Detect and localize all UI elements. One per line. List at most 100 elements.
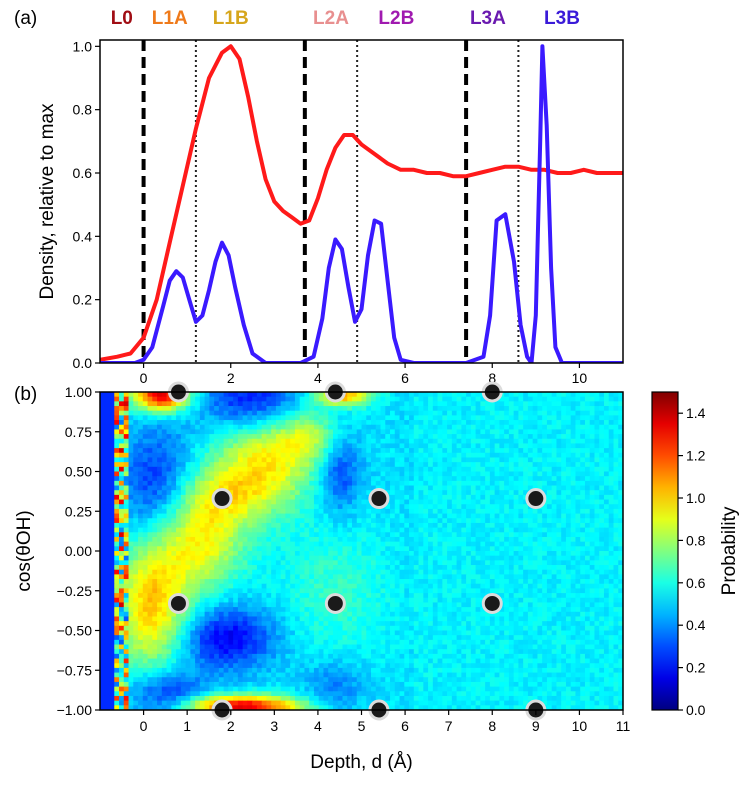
heatmap-cell: [214, 569, 220, 575]
heatmap-cell: [242, 485, 248, 491]
heatmap-cell: [584, 406, 591, 412]
heatmap-cell: [109, 415, 115, 421]
heatmap-cell: [161, 406, 168, 412]
heatmap-cell: [142, 593, 149, 599]
heatmap-cell: [613, 485, 619, 491]
heatmap-cell: [371, 569, 377, 575]
heatmap-cell: [437, 560, 443, 566]
heatmap-cell: [361, 424, 367, 430]
heatmap-cell: [342, 588, 348, 594]
heatmap-cell: [618, 504, 624, 510]
heatmap-cell: [361, 462, 367, 468]
heatmap-cell: [532, 574, 538, 580]
heatmap-cell: [133, 536, 139, 543]
heatmap-cell: [280, 429, 286, 435]
heatmap-cell: [466, 494, 472, 501]
heatmap-cell: [171, 471, 177, 477]
heatmap-cell: [237, 583, 244, 589]
heatmap-cell: [589, 424, 595, 430]
heatmap-cell: [176, 438, 182, 444]
heatmap-cell: [109, 541, 115, 547]
heatmap-cell: [152, 522, 158, 529]
heatmap-cell: [418, 551, 424, 557]
heatmap-cell: [104, 494, 110, 501]
heatmap-cell: [299, 546, 305, 552]
heatmap-cell: [332, 452, 339, 458]
heatmap-cell: [570, 443, 576, 449]
heatmap-cell: [204, 551, 210, 557]
heatmap-cell: [299, 583, 305, 589]
heatmap-cell: [304, 401, 310, 407]
heatmap-cell: [209, 499, 215, 505]
heatmap-cell: [199, 410, 206, 416]
heatmap-cell: [499, 396, 505, 402]
heatmap-cell: [470, 448, 477, 454]
heatmap-cell: [513, 424, 519, 430]
heatmap-cell: [532, 410, 538, 416]
heatmap-cell: [385, 480, 391, 487]
heatmap-cell: [542, 480, 548, 487]
heatmap-cell: [437, 490, 443, 496]
heatmap-cell: [385, 536, 391, 543]
heatmap-cell: [485, 565, 491, 571]
heatmap-cell: [565, 536, 572, 543]
heatmap-cell: [475, 508, 481, 515]
heatmap-cell: [256, 504, 263, 510]
heatmap-cell: [128, 466, 134, 472]
heatmap-cell: [123, 522, 130, 529]
heatmap-cell: [195, 485, 201, 491]
heatmap-cell: [109, 494, 115, 501]
heatmap-cell: [565, 541, 572, 547]
heatmap-cell: [180, 476, 187, 482]
heatmap-cell: [190, 583, 196, 589]
heatmap-cell: [119, 480, 125, 487]
heatmap-cell: [147, 415, 153, 421]
heatmap-cell: [451, 593, 458, 599]
heatmap-cell: [589, 438, 595, 444]
heatmap-cell: [532, 546, 538, 552]
heatmap-cell: [428, 569, 434, 575]
heatmap-cell: [185, 424, 191, 430]
heatmap-cell: [285, 551, 291, 557]
heatmap-cell: [294, 494, 301, 501]
heatmap-cell: [275, 420, 282, 426]
heatmap-cell: [209, 518, 215, 524]
heatmap-cell: [423, 579, 429, 585]
heatmap-cell: [546, 466, 553, 472]
heatmap-cell: [570, 457, 576, 463]
heatmap-cell: [237, 579, 244, 585]
heatmap-cell: [271, 560, 277, 566]
heatmap-cell: [399, 401, 405, 407]
heatmap-cell: [437, 485, 443, 491]
heatmap-cell: [561, 410, 567, 416]
heatmap-cell: [394, 546, 401, 552]
heatmap-cell: [328, 513, 334, 519]
heatmap-cell: [214, 401, 220, 407]
heatmap-cell: [190, 438, 196, 444]
heatmap-cell: [447, 518, 453, 524]
heatmap-cell: [190, 452, 196, 458]
heatmap-cell: [328, 494, 334, 501]
heatmap-cell: [494, 429, 500, 435]
heatmap-cell: [171, 583, 177, 589]
heatmap-cell: [385, 574, 391, 580]
heatmap-cell: [104, 434, 110, 440]
heatmap-cell: [100, 443, 106, 449]
heatmap-cell: [313, 396, 320, 402]
heatmap-cell: [332, 541, 339, 547]
heatmap-cell: [299, 452, 305, 458]
heatmap-cell: [237, 551, 244, 557]
heatmap-cell: [409, 476, 415, 482]
heatmap-cell: [385, 452, 391, 458]
heatmap-cell: [252, 574, 258, 580]
heatmap-cell: [361, 569, 367, 575]
heatmap-cell: [299, 466, 305, 472]
heatmap-cell: [147, 434, 153, 440]
heatmap-cell: [589, 466, 595, 472]
heatmap-cell: [480, 476, 486, 482]
heatmap-cell: [390, 443, 396, 449]
heatmap-cell: [413, 532, 420, 538]
heatmap-cell: [613, 508, 619, 515]
heatmap-cell: [565, 396, 572, 402]
heatmap-cell: [271, 476, 277, 482]
